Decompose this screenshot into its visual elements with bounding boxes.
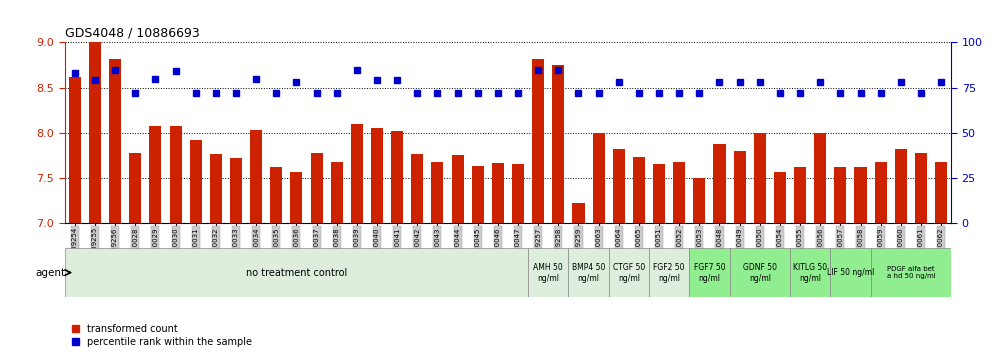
- Bar: [831, 248, 871, 297]
- Bar: [569, 248, 609, 297]
- Bar: [149, 126, 161, 223]
- Bar: [65, 248, 528, 297]
- Text: GDS4048 / 10886693: GDS4048 / 10886693: [65, 27, 199, 40]
- Bar: [754, 133, 766, 223]
- Bar: [431, 162, 443, 223]
- Bar: [790, 248, 831, 297]
- Bar: [874, 162, 886, 223]
- Bar: [210, 154, 222, 223]
- Bar: [532, 59, 544, 223]
- Bar: [391, 131, 403, 223]
- Bar: [609, 248, 649, 297]
- Bar: [552, 65, 565, 223]
- Bar: [734, 151, 746, 223]
- Bar: [69, 77, 81, 223]
- Text: KITLG 50
ng/ml: KITLG 50 ng/ml: [793, 263, 828, 282]
- Text: no treatment control: no treatment control: [246, 268, 347, 278]
- Bar: [291, 172, 303, 223]
- Text: AMH 50
ng/ml: AMH 50 ng/ml: [534, 263, 563, 282]
- Bar: [632, 157, 645, 223]
- Text: GDNF 50
ng/ml: GDNF 50 ng/ml: [743, 263, 777, 282]
- Bar: [351, 124, 363, 223]
- Bar: [649, 248, 689, 297]
- Bar: [451, 155, 463, 223]
- Bar: [311, 153, 323, 223]
- Bar: [110, 59, 122, 223]
- Bar: [593, 133, 605, 223]
- Text: LIF 50 ng/ml: LIF 50 ng/ml: [827, 268, 874, 277]
- Text: agent: agent: [35, 268, 65, 278]
- Bar: [693, 178, 705, 223]
- Bar: [915, 153, 927, 223]
- Bar: [129, 153, 141, 223]
- Bar: [729, 248, 790, 297]
- Bar: [371, 128, 383, 223]
- Bar: [871, 248, 951, 297]
- Bar: [653, 164, 665, 223]
- Bar: [794, 167, 806, 223]
- Bar: [814, 133, 827, 223]
- Legend: transformed count, percentile rank within the sample: transformed count, percentile rank withi…: [70, 322, 254, 349]
- Bar: [573, 203, 585, 223]
- Bar: [492, 164, 504, 223]
- Bar: [250, 130, 262, 223]
- Bar: [689, 248, 729, 297]
- Bar: [230, 158, 242, 223]
- Bar: [613, 149, 624, 223]
- Bar: [331, 162, 343, 223]
- Text: PDGF alfa bet
a hd 50 ng/ml: PDGF alfa bet a hd 50 ng/ml: [886, 266, 935, 279]
- Text: BMP4 50
ng/ml: BMP4 50 ng/ml: [572, 263, 606, 282]
- Bar: [774, 172, 786, 223]
- Bar: [169, 126, 181, 223]
- Bar: [472, 166, 484, 223]
- Bar: [855, 167, 867, 223]
- Text: CTGF 50
ng/ml: CTGF 50 ng/ml: [613, 263, 645, 282]
- Bar: [512, 164, 524, 223]
- Bar: [935, 162, 947, 223]
- Bar: [673, 162, 685, 223]
- Bar: [835, 167, 847, 223]
- Text: FGF7 50
ng/ml: FGF7 50 ng/ml: [693, 263, 725, 282]
- Bar: [713, 144, 725, 223]
- Bar: [894, 149, 906, 223]
- Text: FGF2 50
ng/ml: FGF2 50 ng/ml: [653, 263, 685, 282]
- Bar: [189, 140, 202, 223]
- Bar: [528, 248, 569, 297]
- Bar: [270, 167, 282, 223]
- Bar: [411, 154, 423, 223]
- Bar: [89, 42, 101, 223]
